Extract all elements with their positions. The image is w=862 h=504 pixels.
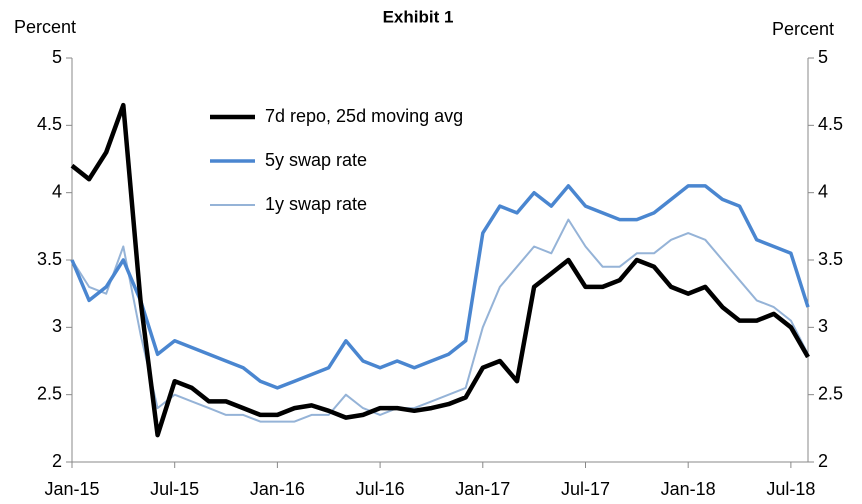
series-line [70, 102, 810, 438]
y-tick-label: 2.5 [37, 383, 62, 403]
y2-tick-label: 2 [818, 451, 828, 471]
y2-tick-label: 3.5 [818, 249, 843, 269]
y-tick-label: 3.5 [37, 249, 62, 269]
y2-tick-label: 3 [818, 316, 828, 336]
y2-tick-label: 2.5 [818, 383, 843, 403]
legend-label: 5y swap rate [265, 150, 367, 170]
x-tick-label: Jul-16 [356, 479, 405, 499]
y-tick-label: 3 [52, 316, 62, 336]
x-tick-label: Jan-15 [44, 479, 99, 499]
series-line [71, 218, 809, 423]
legend-label: 1y swap rate [265, 194, 367, 214]
y2-tick-label: 4 [818, 181, 828, 201]
y-tick-label: 5 [52, 47, 62, 67]
chart-title: Exhibit 1 [383, 7, 454, 26]
y-tick-label: 4 [52, 181, 62, 201]
x-tick-label: Jul-15 [150, 479, 199, 499]
series-line [70, 184, 810, 390]
x-tick-label: Jan-18 [661, 479, 716, 499]
y-tick-label: 4.5 [37, 114, 62, 134]
x-tick-label: Jan-16 [250, 479, 305, 499]
x-tick-label: Jul-18 [766, 479, 815, 499]
y-tick-label: 2 [52, 451, 62, 471]
x-tick-label: Jan-17 [455, 479, 510, 499]
legend-label: 7d repo, 25d moving avg [265, 106, 463, 126]
y2-tick-label: 5 [818, 47, 828, 67]
x-tick-label: Jul-17 [561, 479, 610, 499]
y2-axis-label: Percent [772, 19, 834, 39]
y2-tick-label: 4.5 [818, 114, 843, 134]
y-axis-label: Percent [14, 17, 76, 37]
